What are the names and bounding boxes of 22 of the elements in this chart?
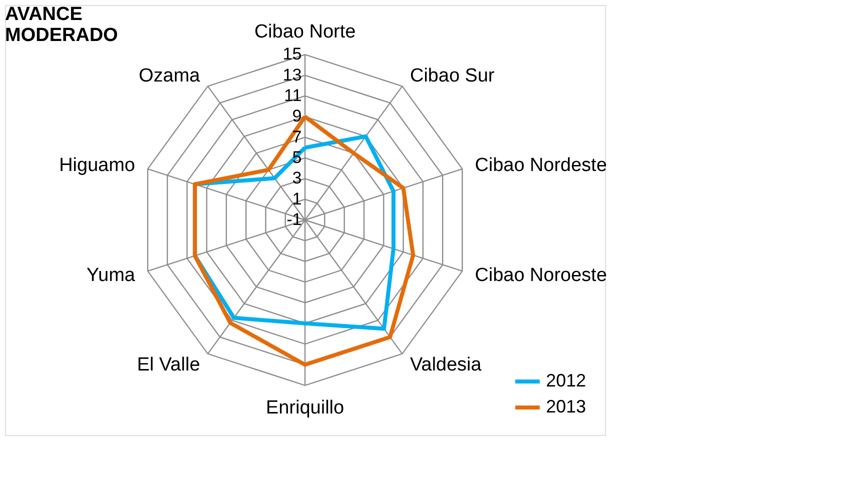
y-tick-label: -1	[286, 210, 302, 229]
y-tick-label: 9	[292, 106, 302, 126]
spoke-label: Cibao Nordeste	[474, 154, 607, 176]
spoke-label: Enriquillo	[266, 398, 344, 419]
spoke-label: Cibao Sur	[410, 65, 496, 86]
legend-label: 2012	[546, 370, 586, 390]
spoke-label: Cibao Noroeste	[474, 265, 607, 286]
y-tick-label: 1	[292, 189, 302, 208]
y-tick-label: 3	[292, 168, 302, 188]
y-tick-label: 13	[282, 65, 302, 84]
spoke-label: Valdesia	[410, 354, 482, 376]
spoke-label: Yuma	[86, 265, 136, 286]
spoke-label: Higuamo	[59, 154, 136, 176]
y-tick-label: 5	[292, 148, 302, 167]
y-tick-label: 11	[284, 86, 302, 105]
y-tick-label: 7	[292, 127, 302, 146]
chart-title: AVANCE MODERADO	[5, 4, 118, 46]
spoke-label: El Valle	[136, 354, 200, 376]
legend-label: 2013	[546, 396, 586, 416]
spoke-label: Ozama	[138, 65, 200, 86]
spoke-label: Cibao Norte	[254, 21, 356, 42]
y-tick-label: 15	[282, 44, 302, 64]
